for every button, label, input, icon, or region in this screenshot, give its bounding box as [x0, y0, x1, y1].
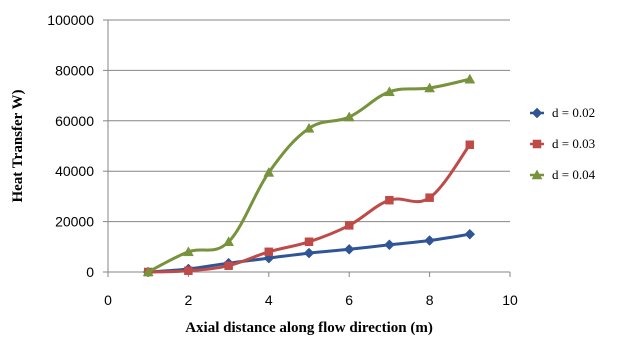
- legend: d = 0.02 d = 0.03 d = 0.04: [530, 105, 596, 182]
- data-point-0-3: [263, 252, 275, 264]
- legend-marker-0: [531, 107, 543, 119]
- data-point-1-6: [385, 195, 394, 205]
- x-tick-label-2: 4: [265, 292, 273, 308]
- legend-item-2: d = 0.04: [530, 167, 596, 182]
- y-tick-label-0: 0: [86, 264, 94, 280]
- data-point-1-3: [264, 247, 274, 257]
- data-point-1-7: [425, 193, 434, 202]
- data-point-2-4: [303, 122, 315, 133]
- legend-label-2: d = 0.04: [552, 167, 596, 182]
- legend-label-1: d = 0.03: [552, 136, 595, 151]
- data-point-2-2: [223, 236, 235, 247]
- series-group: [142, 73, 476, 278]
- legend-item-1: d = 0.03: [530, 136, 595, 151]
- data-point-2-7: [424, 82, 436, 93]
- series-2: [142, 73, 476, 277]
- data-point-1-2: [224, 261, 233, 270]
- data-point-1-4: [304, 237, 314, 247]
- data-point-2-5: [343, 111, 355, 122]
- data-point-2-1: [182, 246, 194, 257]
- data-point-1-1: [184, 266, 193, 275]
- y-tick-label-4: 80000: [55, 62, 94, 78]
- tick-labels: 0 20000 40000 60000 80000 100000 0 2 4 6 8 10: [47, 12, 518, 308]
- x-tick-label-0: 0: [104, 292, 112, 308]
- data-point-0-5: [343, 243, 355, 255]
- data-point-2-0: [142, 266, 154, 277]
- y-axis-title: Heat Transfer W): [10, 89, 26, 202]
- data-point-1-5: [344, 221, 354, 230]
- data-point-1-8: [465, 140, 475, 149]
- x-axis-title: Axial distance along flow direction (m): [185, 320, 433, 336]
- legend-marker-2: [531, 169, 543, 180]
- data-point-0-7: [424, 235, 435, 246]
- data-point-2-3: [263, 166, 275, 177]
- legend-marker-1: [532, 139, 542, 149]
- legend-label-0: d = 0.02: [552, 105, 595, 120]
- data-point-0-6: [384, 239, 395, 251]
- y-tick-label-2: 40000: [55, 163, 94, 179]
- x-tick-label-4: 8: [426, 292, 434, 308]
- x-tick-label-3: 6: [345, 292, 353, 308]
- y-tick-label-3: 60000: [55, 113, 94, 129]
- data-point-2-8: [464, 73, 476, 84]
- x-tick-label-5: 10: [502, 292, 518, 308]
- y-tick-label-5: 100000: [47, 12, 94, 28]
- data-point-0-4: [303, 247, 315, 259]
- data-point-2-6: [383, 86, 395, 97]
- data-point-0-8: [464, 228, 476, 240]
- gridlines: [108, 19, 510, 223]
- x-tick-label-1: 2: [185, 292, 193, 308]
- y-tick-label-1: 20000: [55, 214, 94, 230]
- legend-item-0: d = 0.02: [530, 105, 595, 120]
